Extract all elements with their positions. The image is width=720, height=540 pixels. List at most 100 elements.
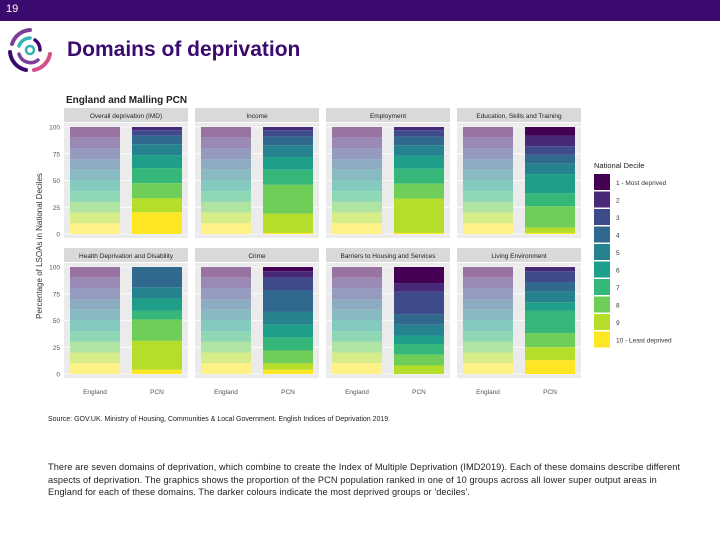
facet-strip: [326, 248, 450, 262]
legend-label: 9: [616, 320, 620, 327]
pcn-bar-segment: [394, 232, 444, 234]
legend-title: National Decile: [594, 161, 644, 170]
england-bar-segment: [70, 169, 120, 181]
pcn-bar-segment: [394, 198, 444, 233]
england-bar-segment: [70, 309, 120, 321]
england-bar-segment: [463, 309, 513, 321]
pcn-bar-segment: [263, 324, 313, 338]
england-bar-segment: [463, 267, 513, 278]
pcn-bar-segment: [394, 267, 444, 284]
england-bar-segment: [70, 191, 120, 202]
pcn-bar-segment: [132, 319, 182, 341]
england-bar-segment: [201, 331, 251, 342]
legend-swatch: [594, 279, 610, 295]
england-bar-segment: [332, 169, 382, 181]
pcn-bar-segment: [263, 363, 313, 370]
pcn-bar-segment: [132, 127, 182, 131]
pcn-bar-segment: [132, 130, 182, 136]
england-bar-segment: [332, 320, 382, 332]
england-bar-segment: [332, 299, 382, 310]
legend-swatch: [594, 261, 610, 278]
england-bar-segment: [70, 137, 120, 149]
england-bar-segment: [332, 180, 382, 192]
legend-swatch: [594, 244, 610, 260]
legend-swatch: [594, 226, 610, 243]
england-bar-segment: [332, 352, 382, 364]
legend-label: 4: [616, 233, 620, 240]
facet-label: Crime: [248, 253, 266, 260]
england-bar-segment: [201, 180, 251, 192]
y-tick-label: 50: [53, 178, 61, 185]
pcn-bar-segment: [394, 365, 444, 374]
england-bar-segment: [201, 341, 251, 353]
england-bar-segment: [332, 288, 382, 300]
england-bar-segment: [332, 212, 382, 224]
england-bar-segment: [70, 159, 120, 170]
england-bar-segment: [463, 148, 513, 160]
england-bar-segment: [70, 127, 120, 138]
legend-label: 7: [616, 285, 620, 292]
pcn-bar-segment: [263, 267, 313, 272]
chart-title: England and Malling PCN: [66, 95, 187, 106]
england-bar-segment: [332, 223, 382, 234]
england-bar-segment: [70, 299, 120, 310]
england-bar-segment: [70, 363, 120, 374]
england-bar-segment: [463, 212, 513, 224]
pcn-bar-segment: [132, 198, 182, 213]
facet-label: Income: [246, 113, 268, 120]
pcn-bar-segment: [263, 130, 313, 137]
england-bar-segment: [70, 201, 120, 213]
england-bar-segment: [463, 137, 513, 149]
pcn-bar-segment: [263, 277, 313, 291]
pcn-bar-segment: [525, 232, 575, 234]
legend-label: 6: [616, 268, 620, 275]
england-bar-segment: [70, 277, 120, 289]
facet-strip: [457, 248, 581, 262]
england-bar-segment: [70, 223, 120, 234]
pcn-bar-segment: [394, 291, 444, 315]
pcn-bar-segment: [394, 127, 444, 131]
pcn-bar-segment: [132, 183, 182, 199]
x-tick-label: England: [345, 389, 369, 396]
pcn-bar-segment: [263, 136, 313, 146]
england-bar-segment: [201, 223, 251, 234]
pcn-bar-segment: [525, 271, 575, 282]
legend-swatch: [594, 331, 610, 348]
england-bar-segment: [70, 212, 120, 224]
pcn-bar-segment: [525, 193, 575, 207]
x-tick-label: PCN: [543, 389, 557, 396]
pcn-bar-segment: [394, 183, 444, 199]
pcn-bar-segment: [132, 267, 182, 288]
legend-label: 8: [616, 303, 620, 310]
facet-strip: [64, 248, 188, 262]
pcn-bar-segment: [394, 344, 444, 355]
pcn-bar-segment: [263, 184, 313, 214]
pcn-bar-segment: [132, 310, 182, 320]
legend-label: 3: [616, 215, 620, 222]
england-bar-segment: [463, 331, 513, 342]
england-bar-segment: [70, 320, 120, 332]
legend-swatch: [594, 174, 610, 190]
england-bar-segment: [201, 352, 251, 364]
england-bar-segment: [463, 320, 513, 332]
legend-swatch: [594, 314, 610, 330]
pcn-bar-segment: [394, 136, 444, 146]
england-bar-segment: [70, 352, 120, 364]
pcn-bar-segment: [263, 156, 313, 170]
england-bar-segment: [70, 148, 120, 160]
england-bar-segment: [332, 137, 382, 149]
facet-strip: [64, 108, 188, 122]
pcn-bar-segment: [263, 290, 313, 312]
facet-strip: [195, 248, 319, 262]
england-bar-segment: [463, 169, 513, 181]
facet-label: Overall deprivation (IMD): [90, 113, 162, 120]
pcn-bar-segment: [132, 135, 182, 145]
england-bar-segment: [463, 277, 513, 289]
pcn-bar-segment: [394, 335, 444, 345]
pcn-bar-segment: [263, 311, 313, 325]
pcn-bar-segment: [525, 227, 575, 233]
source-note: Source: GOV.UK. Ministry of Housing, Com…: [48, 416, 391, 423]
england-bar-segment: [70, 267, 120, 278]
england-bar-segment: [463, 127, 513, 138]
england-bar-segment: [201, 201, 251, 213]
